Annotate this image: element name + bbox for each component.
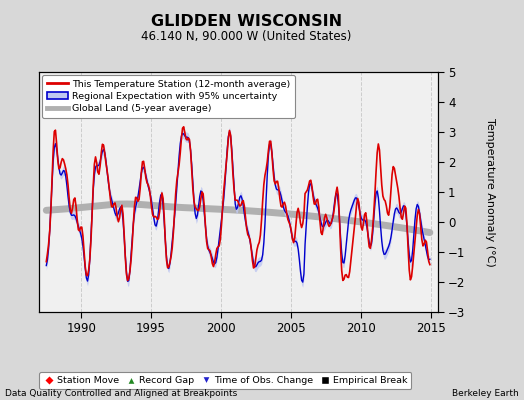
Text: Data Quality Controlled and Aligned at Breakpoints: Data Quality Controlled and Aligned at B… (5, 389, 237, 398)
Text: 46.140 N, 90.000 W (United States): 46.140 N, 90.000 W (United States) (141, 30, 352, 43)
Y-axis label: Temperature Anomaly (°C): Temperature Anomaly (°C) (485, 118, 495, 266)
Text: GLIDDEN WISCONSIN: GLIDDEN WISCONSIN (151, 14, 342, 29)
Text: Berkeley Earth: Berkeley Earth (452, 389, 519, 398)
Legend: Station Move, Record Gap, Time of Obs. Change, Empirical Break: Station Move, Record Gap, Time of Obs. C… (39, 372, 411, 389)
